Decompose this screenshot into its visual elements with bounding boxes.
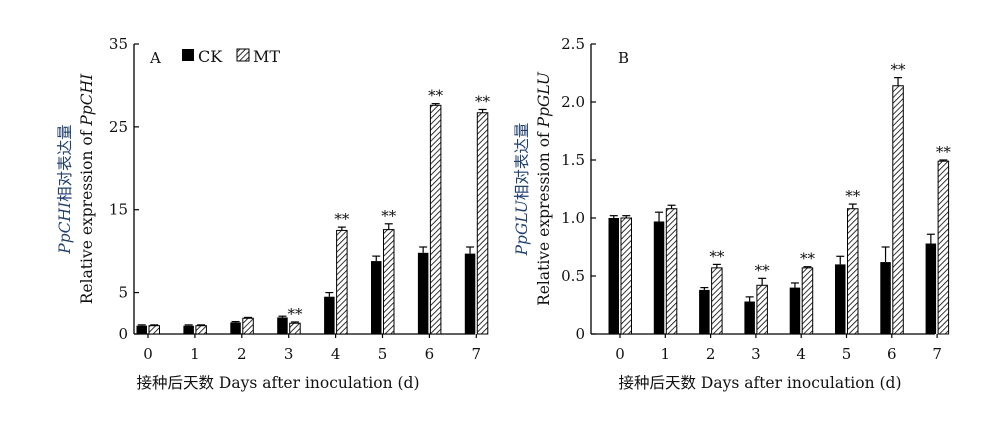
bar-mt bbox=[289, 322, 301, 335]
y-tick-label: 5 bbox=[118, 284, 128, 302]
y-tick-label: 2.5 bbox=[561, 35, 585, 53]
bar-ck bbox=[324, 296, 335, 334]
bar-mt bbox=[756, 284, 768, 335]
y-tick-label: 1.5 bbox=[561, 151, 585, 169]
x-tick-label: 6 bbox=[887, 345, 897, 363]
bar-ck bbox=[277, 317, 288, 334]
legend-label-ck: CK bbox=[198, 47, 223, 66]
bar-mt bbox=[801, 267, 814, 335]
significance-marker: ** bbox=[334, 210, 350, 228]
bar-ck bbox=[417, 252, 429, 334]
bar-mt bbox=[242, 317, 254, 335]
x-tick-label: 7 bbox=[472, 345, 482, 363]
bar-mt bbox=[336, 229, 348, 335]
significance-marker: ** bbox=[428, 87, 444, 105]
y-tick-label: 1.0 bbox=[561, 209, 585, 227]
bar-ck bbox=[230, 322, 241, 334]
y-axis-label-cn-gene: PpGLU bbox=[513, 199, 531, 256]
bar-ck bbox=[464, 253, 476, 334]
x-axis-label: 接种后天数 Days after inoculation (d) bbox=[618, 374, 901, 392]
bar-ck bbox=[925, 243, 937, 334]
legend: CK MT bbox=[182, 47, 280, 66]
x-tick-label: 7 bbox=[932, 345, 942, 363]
significance-marker: ** bbox=[800, 250, 816, 268]
bar-ck bbox=[653, 221, 665, 334]
legend-swatch-mt bbox=[236, 48, 250, 62]
bar-ck bbox=[699, 289, 710, 334]
bar-mt bbox=[892, 85, 904, 335]
chart-panel-b: B 接种后天数 Days after inoculation (d) PpGLU… bbox=[513, 35, 951, 392]
y-tick-label: 25 bbox=[109, 118, 128, 136]
y-axis-label-cn: PpGLU相对表达量 bbox=[513, 123, 531, 257]
y-axis-label-en-prefix: Relative expression of bbox=[535, 127, 553, 306]
x-tick-label: 3 bbox=[284, 345, 294, 363]
x-axis-label: 接种后天数 Days after inoculation (d) bbox=[136, 374, 419, 392]
x-tick-label: 6 bbox=[425, 345, 435, 363]
significance-marker: ** bbox=[475, 92, 491, 110]
chart-panel-a: A CK MT 接种后天数 Days after inoculation (d)… bbox=[56, 35, 491, 392]
y-axis-label-cn-suffix: 相对表达量 bbox=[56, 124, 74, 202]
x-tick-label: 0 bbox=[143, 345, 153, 363]
y-tick-label: 0 bbox=[575, 325, 585, 343]
bar-ck bbox=[608, 218, 619, 334]
y-tick-label: 15 bbox=[109, 201, 128, 219]
y-axis-label-en-gene: PpCHI bbox=[78, 73, 96, 127]
y-axis-label-cn-gene: PpCHI bbox=[56, 201, 74, 255]
y-axis-label-en: Relative expression of PpGLU bbox=[535, 71, 553, 306]
y-axis-label-en-gene: PpGLU bbox=[535, 71, 553, 128]
x-tick-label: 0 bbox=[615, 345, 625, 363]
bar-mt bbox=[195, 325, 207, 335]
bar-mt bbox=[620, 217, 632, 335]
y-axis-label-cn: PpCHI相对表达量 bbox=[56, 124, 74, 254]
bar-mt bbox=[429, 104, 442, 335]
y-tick-label: 2.0 bbox=[561, 93, 585, 111]
significance-marker: ** bbox=[381, 207, 397, 225]
bar-ck bbox=[744, 301, 755, 334]
significance-marker: ** bbox=[709, 247, 725, 265]
bar-ck bbox=[371, 261, 382, 334]
bar-ck bbox=[880, 262, 891, 334]
x-tick-label: 1 bbox=[661, 345, 671, 363]
bar-ck bbox=[789, 287, 801, 334]
panel-b-letter: B bbox=[618, 49, 629, 67]
y-axis-label-en: Relative expression of PpCHI bbox=[78, 73, 96, 304]
x-tick-label: 2 bbox=[237, 345, 247, 363]
x-tick-label: 1 bbox=[190, 345, 200, 363]
y-tick-label: 0.5 bbox=[561, 267, 585, 285]
x-tick-label: 4 bbox=[331, 345, 341, 363]
bar-ck bbox=[183, 325, 194, 334]
y-tick-label: 0 bbox=[118, 325, 128, 343]
significance-marker: ** bbox=[287, 305, 303, 323]
panel-a-letter: A bbox=[149, 49, 161, 67]
x-tick-label: 4 bbox=[796, 345, 806, 363]
bar-mt bbox=[476, 112, 489, 335]
y-axis-label: PpCHI相对表达量 Relative expression of PpCHI bbox=[56, 73, 96, 304]
bar-mt bbox=[383, 229, 395, 335]
bar-mt bbox=[148, 325, 160, 335]
y-axis-label: PpGLU相对表达量 Relative expression of PpGLU bbox=[513, 71, 553, 306]
significance-marker: ** bbox=[755, 261, 771, 279]
bar-ck bbox=[136, 325, 147, 334]
significance-marker: ** bbox=[891, 61, 907, 79]
y-axis-label-en-prefix: Relative expression of bbox=[78, 126, 96, 305]
significance-marker: ** bbox=[845, 187, 861, 205]
legend-swatch-ck bbox=[182, 49, 194, 61]
bar-mt bbox=[665, 208, 678, 335]
bar-mt bbox=[847, 208, 859, 335]
x-tick-label: 3 bbox=[751, 345, 761, 363]
x-tick-label: 5 bbox=[842, 345, 852, 363]
significance-marker: ** bbox=[936, 143, 952, 161]
y-axis-label-cn-suffix: 相对表达量 bbox=[513, 123, 531, 201]
bar-mt bbox=[937, 160, 950, 335]
legend-label-mt: MT bbox=[253, 47, 280, 66]
y-tick-label: 35 bbox=[109, 35, 128, 53]
bar-mt bbox=[711, 267, 723, 335]
x-tick-label: 5 bbox=[378, 345, 388, 363]
x-tick-label: 2 bbox=[706, 345, 716, 363]
bar-ck bbox=[835, 264, 846, 334]
